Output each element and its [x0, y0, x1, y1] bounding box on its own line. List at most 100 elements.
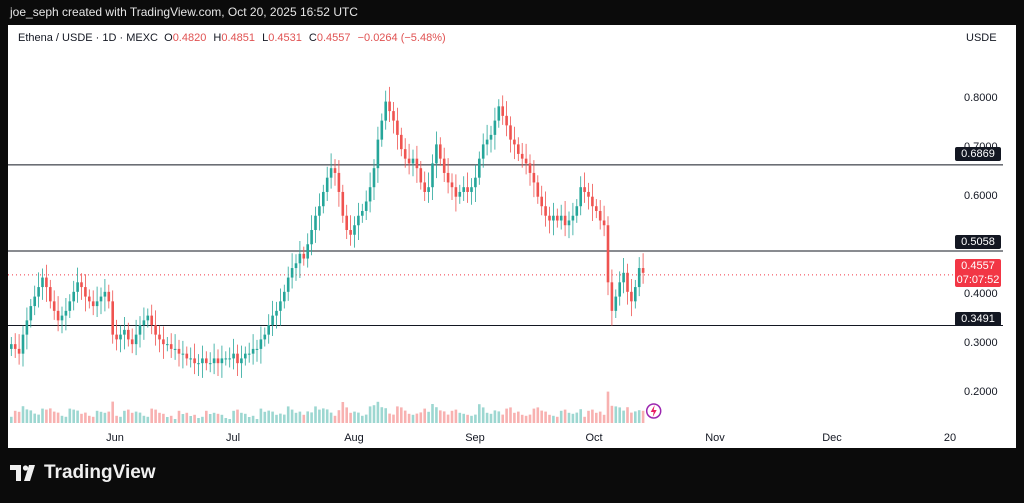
- candle-body: [142, 320, 146, 326]
- bar-countdown: 07:07:52: [956, 274, 1000, 286]
- volume-bar: [294, 412, 298, 423]
- symbol-name: Ethena / USDE · 1D · MEXC: [18, 32, 158, 44]
- level-tag-mid[interactable]: 0.5058: [955, 235, 1001, 249]
- candle-body: [208, 363, 212, 365]
- candle-body: [439, 144, 442, 159]
- candle-body: [123, 329, 126, 335]
- chart-panel[interactable]: [8, 25, 1016, 448]
- candle-body: [357, 215, 360, 226]
- volume-bar: [166, 417, 169, 423]
- candle-body: [240, 358, 243, 364]
- last-price-tag[interactable]: 0.4557 07:07:52: [955, 259, 1001, 287]
- candle-body: [575, 206, 579, 216]
- candle-body: [552, 215, 555, 221]
- candle-body: [88, 296, 91, 302]
- candle-body: [224, 358, 228, 360]
- volume-bar: [513, 412, 516, 423]
- level-tag-resistance[interactable]: 0.6869: [955, 147, 1001, 161]
- volume-bar: [275, 414, 278, 423]
- candle-body: [602, 220, 606, 226]
- volume-bar: [80, 413, 83, 423]
- candle-body: [21, 334, 25, 354]
- volume-bar: [37, 414, 40, 423]
- volume-bar: [41, 408, 44, 423]
- volume-bar: [630, 412, 633, 423]
- volume-bar: [341, 402, 345, 423]
- volume-bar: [333, 415, 337, 423]
- x-tick: Jun: [106, 432, 124, 444]
- x-tick: Sep: [465, 432, 485, 444]
- volume-bar: [380, 407, 384, 423]
- volume-bar: [540, 410, 543, 423]
- volume-bar: [587, 410, 590, 423]
- candle-body: [162, 339, 165, 345]
- volume-bar: [559, 410, 563, 423]
- candle-body: [279, 301, 282, 311]
- volume-bar: [177, 410, 181, 423]
- candle-body: [509, 125, 512, 140]
- volume-bar: [189, 416, 192, 423]
- currency-label[interactable]: USDE: [966, 32, 997, 44]
- high-label: H: [213, 32, 222, 44]
- candle-body: [302, 253, 306, 259]
- volume-bar: [610, 405, 614, 423]
- candle-body: [520, 153, 524, 159]
- candle-body: [310, 230, 313, 245]
- level-tag-support[interactable]: 0.3491: [955, 312, 1001, 326]
- candlestick-chart[interactable]: [8, 25, 1016, 448]
- volume-bar: [368, 406, 372, 423]
- candle-body: [513, 139, 516, 145]
- candle-body: [614, 296, 618, 311]
- volume-bar: [403, 410, 407, 423]
- volume-bar: [544, 411, 547, 423]
- volume-bar: [197, 418, 200, 423]
- volume-bar: [524, 415, 528, 423]
- candle-body: [275, 310, 278, 316]
- candle-body: [431, 163, 434, 188]
- candle-body: [91, 301, 95, 307]
- candle-body: [325, 177, 329, 192]
- candle-body: [201, 358, 204, 364]
- x-tick: 20: [943, 432, 957, 444]
- candle-body: [392, 111, 395, 121]
- volume-bar: [575, 412, 579, 423]
- candle-body: [68, 301, 72, 311]
- close-label: C: [308, 32, 317, 44]
- volume-bar: [193, 414, 196, 423]
- volume-bar: [364, 414, 368, 423]
- candle-body: [442, 158, 446, 173]
- volume-bar: [72, 409, 75, 423]
- volume-bar: [76, 410, 79, 423]
- candle-body: [517, 144, 520, 154]
- candle-body: [595, 206, 598, 211]
- volume-bar: [329, 412, 333, 423]
- volume-bar: [384, 408, 387, 423]
- candle-body: [361, 210, 364, 216]
- candle-body: [419, 168, 423, 183]
- volume-bar: [60, 415, 64, 423]
- candle-body: [205, 358, 208, 364]
- candle-body: [493, 120, 497, 135]
- volume-bar: [634, 411, 637, 423]
- candle-body: [158, 334, 161, 340]
- volume-bar: [88, 415, 91, 423]
- last-price: 0.4557: [961, 260, 995, 272]
- volume-bar: [259, 408, 263, 423]
- volume-bar: [49, 408, 52, 423]
- x-tick: Nov: [705, 432, 725, 444]
- volume-bar: [302, 414, 306, 423]
- candle-body: [626, 272, 629, 292]
- candle-body: [559, 215, 563, 221]
- volume-bar: [583, 416, 586, 423]
- volume-bar: [361, 415, 364, 423]
- volume-bar: [158, 412, 161, 423]
- volume-bar: [357, 412, 360, 423]
- volume-bar: [142, 415, 146, 423]
- candle-body: [528, 163, 532, 173]
- volume-bar: [95, 410, 99, 423]
- candle-body: [56, 310, 60, 321]
- volume-bar: [509, 407, 512, 423]
- volume-bar: [64, 416, 68, 423]
- candle-body: [37, 287, 40, 297]
- volume-bar: [310, 412, 313, 423]
